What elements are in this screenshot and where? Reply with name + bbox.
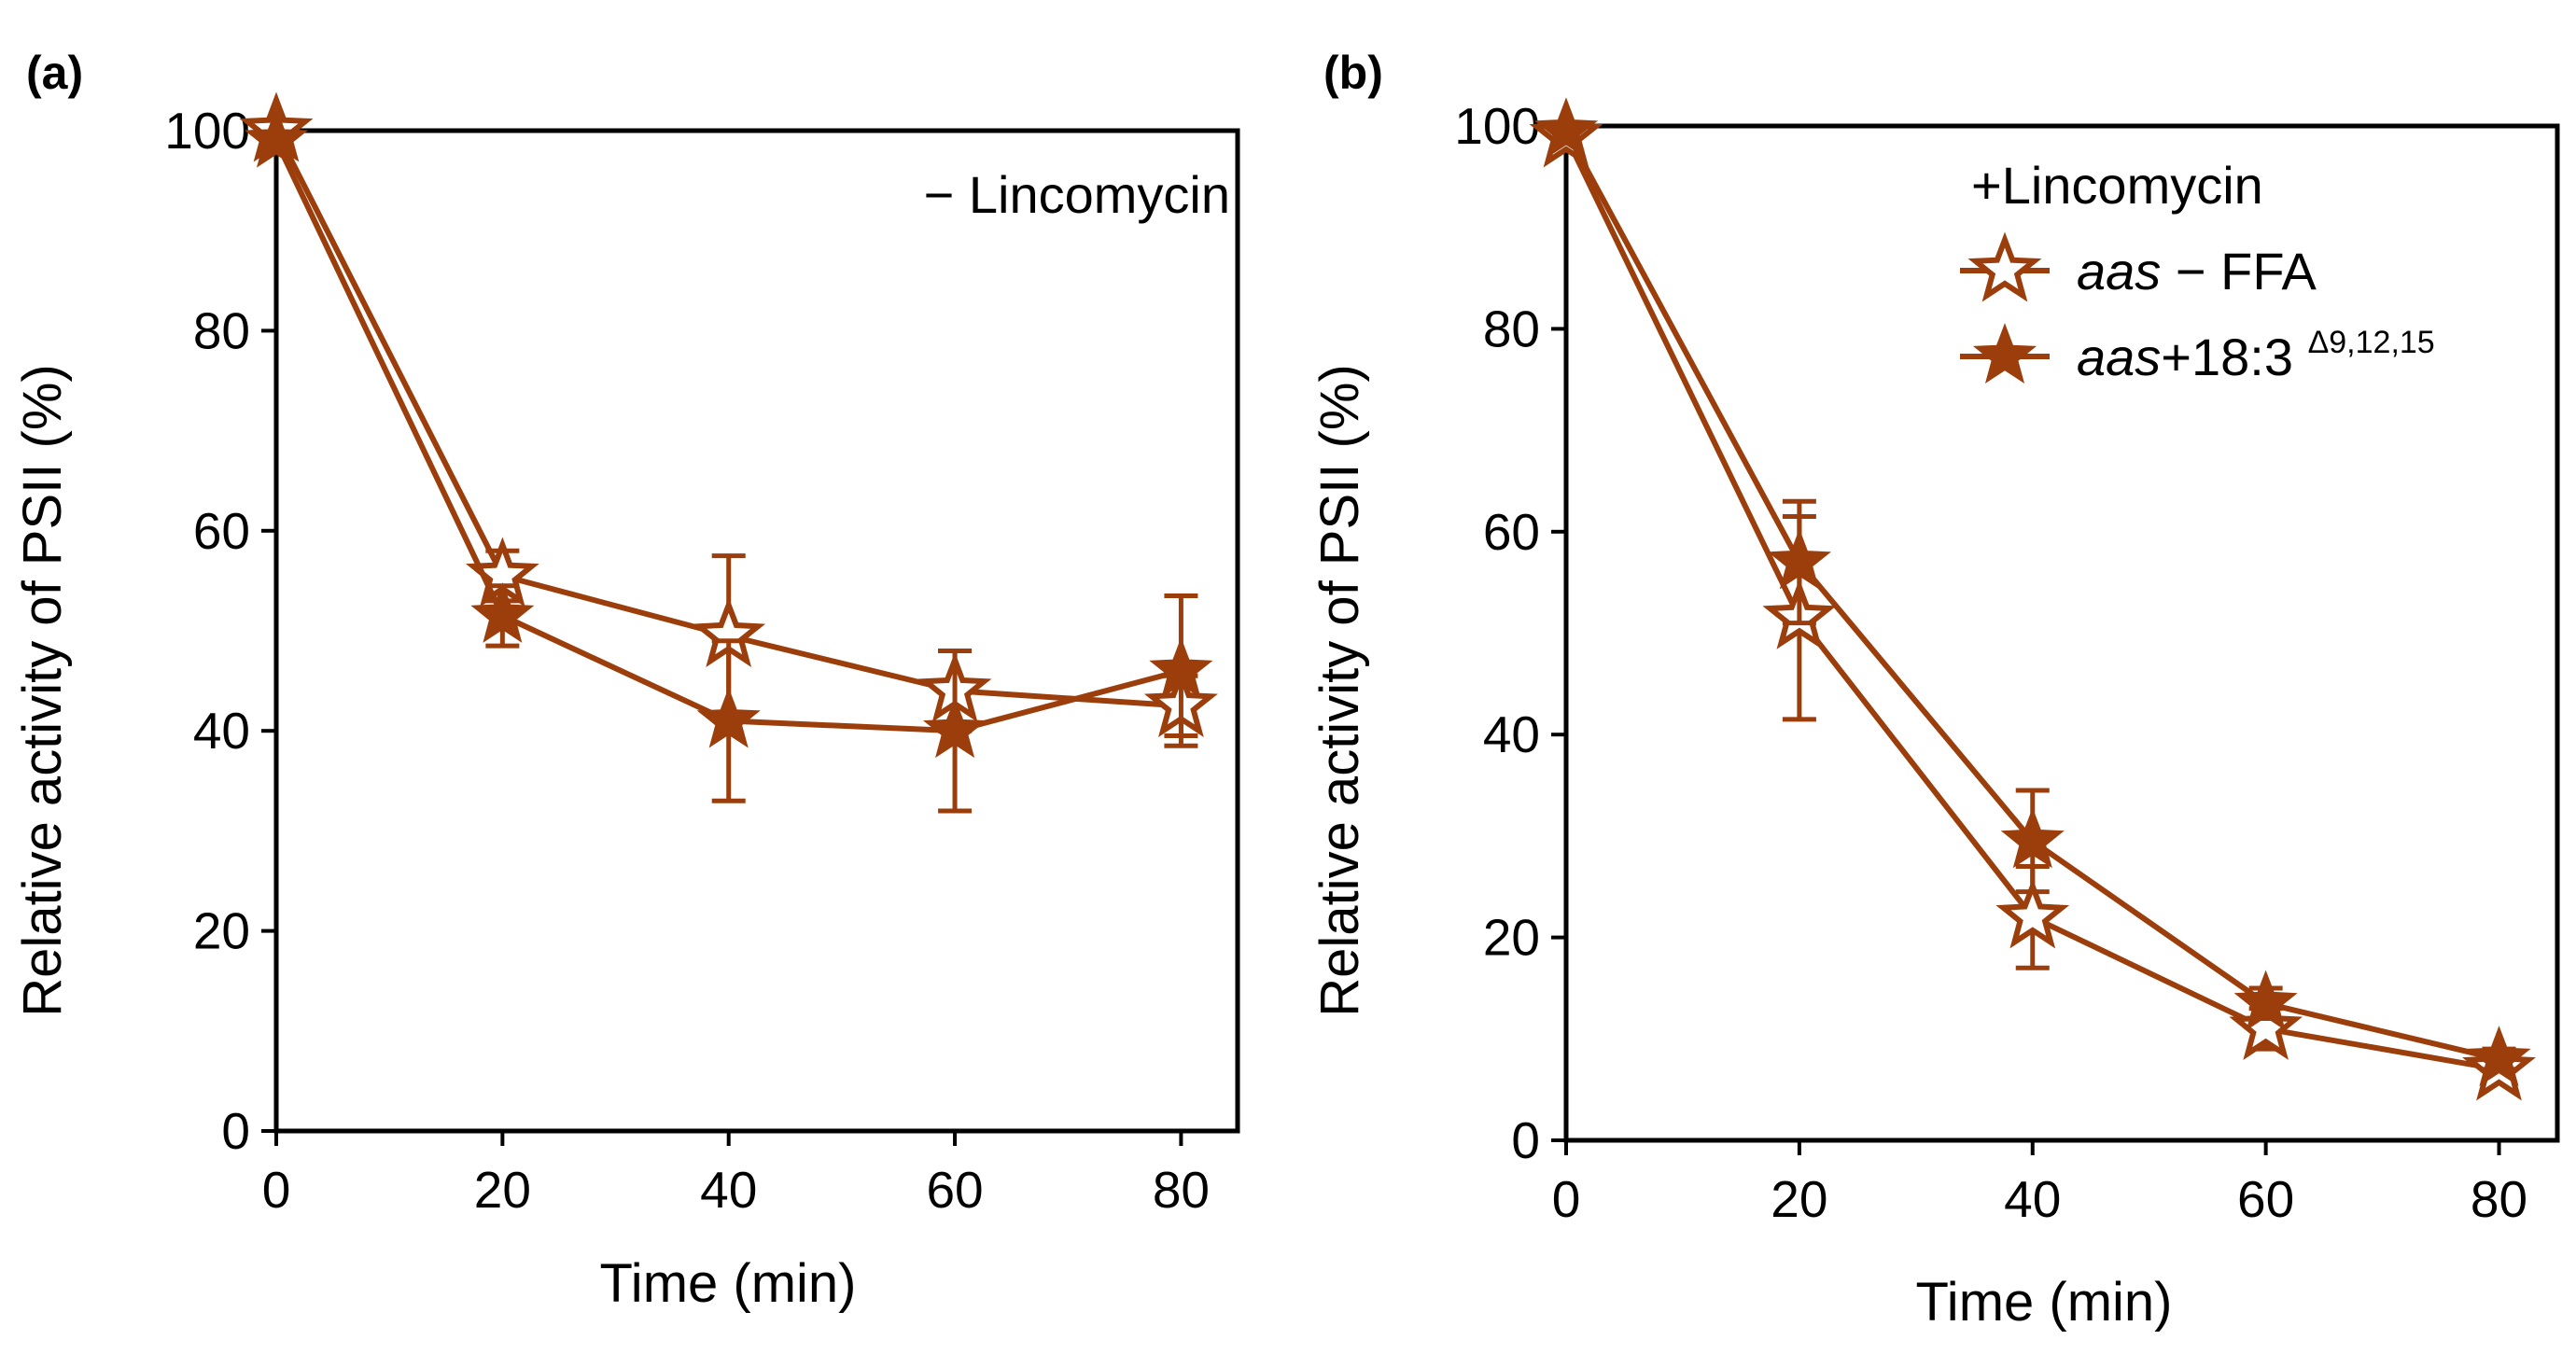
data-point-filled-star — [2000, 807, 2065, 869]
series-filled — [1533, 97, 2531, 1086]
series-open — [1529, 97, 2536, 1101]
legend-marker-filled-star — [1972, 323, 2037, 384]
y-axis-title: Relative activity of PSII (%) — [12, 364, 73, 1016]
y-tick-label: 40 — [1483, 705, 1540, 763]
y-tick-label: 20 — [193, 902, 250, 960]
legend-title: − Lincomycin — [924, 165, 1230, 224]
data-point-filled-star — [1767, 528, 1831, 590]
y-tick-label: 80 — [193, 301, 250, 359]
y-tick-label: 100 — [164, 102, 250, 160]
data-point-open-star — [2229, 989, 2303, 1060]
legend-entry-label: aas − FFA — [2077, 242, 2317, 300]
panel-a-chart: (a) 0 20 40 60 80 100 0 20 40 60 80 Time (min) Relati… — [12, 47, 1240, 1314]
x-tick-label: 60 — [2237, 1170, 2294, 1228]
data-point-filled-star — [470, 582, 535, 643]
data-point-filled-star — [2467, 1026, 2531, 1086]
legend: − Lincomycin — [924, 165, 1230, 224]
y-tick-label: 40 — [193, 702, 250, 760]
y-axis-title: Relative activity of PSII (%) — [1309, 364, 1370, 1016]
x-tick-label: 80 — [1153, 1161, 1210, 1219]
y-tick-label: 20 — [1483, 909, 1540, 967]
data-point-filled-star — [244, 106, 309, 168]
data-point-filled-star — [696, 687, 761, 748]
x-tick-label: 20 — [474, 1161, 531, 1219]
legend-entry-superscript: Δ9,12,15 — [2308, 325, 2435, 360]
x-tick-label: 40 — [700, 1161, 757, 1219]
data-point-open-star — [1995, 878, 2070, 949]
legend-title: +Lincomycin — [1971, 156, 2263, 215]
x-axis-title: Time (min) — [1916, 1272, 2173, 1333]
y-tick-label: 0 — [1511, 1111, 1540, 1169]
y-tick-label: 0 — [221, 1102, 250, 1160]
data-point-filled-star — [1533, 97, 1599, 159]
series-filled — [244, 106, 1213, 814]
y-tick-label: 60 — [193, 502, 250, 560]
legend-entry-text: +18:3 — [2161, 328, 2307, 386]
x-axis-title: Time (min) — [600, 1253, 857, 1314]
y-tick-label: 60 — [1483, 503, 1540, 561]
panel-b-chart: (b) 0 20 40 60 80 100 0 20 40 60 80 Time (min) Relati… — [1309, 47, 2560, 1333]
legend-entry-italic: aas — [2077, 242, 2161, 300]
x-tick-label: 20 — [1771, 1170, 1827, 1228]
data-point-filled-star — [2233, 970, 2298, 1031]
legend-marker-open-star — [1967, 231, 2042, 302]
y-tick-label: 100 — [1454, 97, 1540, 155]
x-tick-label: 40 — [2004, 1170, 2061, 1228]
x-tick-label: 0 — [262, 1161, 291, 1219]
panel-label: (b) — [1323, 47, 1383, 99]
x-tick-label: 0 — [1552, 1170, 1581, 1228]
x-tick-label: 80 — [2471, 1170, 2527, 1228]
plot-frame — [273, 128, 1240, 1134]
legend-entry-italic: aas — [2077, 328, 2161, 386]
data-point-filled-star — [923, 697, 987, 759]
legend-entry-text: − FFA — [2161, 242, 2317, 300]
legend-entry-label: aas+18:3 Δ9,12,15 — [2077, 325, 2435, 386]
y-tick-label: 80 — [1483, 300, 1540, 357]
panel-label: (a) — [26, 47, 83, 99]
x-tick-label: 60 — [926, 1161, 983, 1219]
plot-frame — [1563, 123, 2560, 1143]
data-point-filled-star — [1149, 637, 1213, 698]
